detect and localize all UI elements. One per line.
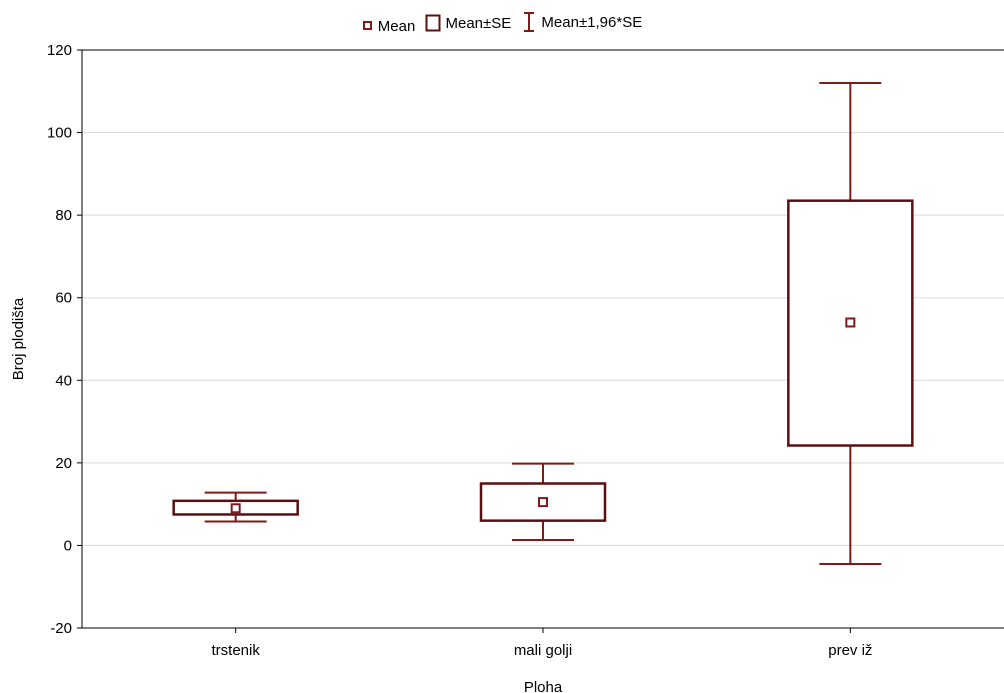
mean-marker-icon xyxy=(362,21,372,30)
whisker-icon xyxy=(524,12,535,32)
y-tick-label: 120 xyxy=(47,42,72,59)
y-tick-label: 0 xyxy=(64,537,72,554)
y-tick-label: 40 xyxy=(55,372,72,389)
mean-marker xyxy=(538,497,548,508)
y-tick-label: -20 xyxy=(50,620,72,637)
y-tick-label: 80 xyxy=(55,207,72,224)
y-axis-title: Broj plodišta xyxy=(10,297,27,380)
y-tick-label: 20 xyxy=(55,455,72,472)
x-tick-label: mali golji xyxy=(514,642,572,659)
mean-marker xyxy=(230,503,241,514)
legend-item-se: Mean±SE xyxy=(425,14,511,32)
legend-item-mean: Mean xyxy=(362,17,416,35)
x-tick-label: prev iž xyxy=(828,642,872,659)
legend: Mean Mean±SE Mean±1,96*SE xyxy=(0,12,1004,36)
box-icon xyxy=(425,14,441,32)
mean-marker xyxy=(845,317,856,328)
legend-label-mean: Mean xyxy=(377,17,416,35)
legend-label-ci: Mean±1,96*SE xyxy=(541,13,643,31)
y-tick-label: 60 xyxy=(55,290,72,307)
x-tick-label: trstenik xyxy=(211,642,260,659)
legend-label-se: Mean±SE xyxy=(445,14,512,32)
legend-item-ci: Mean±1,96*SE xyxy=(521,12,642,32)
y-tick-label: 100 xyxy=(47,125,72,142)
x-axis-title: Ploha xyxy=(524,679,563,693)
